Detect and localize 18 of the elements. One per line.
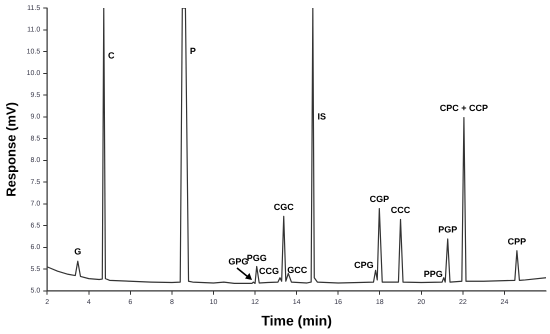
annotation: CPP: [508, 236, 526, 246]
x-axis-title: Time (min): [261, 312, 332, 328]
annotation: P: [190, 46, 196, 56]
annotation: CCC: [390, 204, 411, 215]
annotation: CCG: [258, 266, 279, 276]
annotation: GPG: [228, 256, 248, 267]
annotation: PGP: [438, 224, 458, 235]
annotation: PPG: [424, 269, 443, 280]
annotation: CPC + CCP: [440, 103, 488, 114]
annotation: PGG: [246, 252, 267, 263]
y-axis-title: Response (mV): [3, 102, 18, 197]
annotation: CGC: [274, 202, 294, 212]
annotation: C: [108, 50, 115, 60]
annotation: GCC: [287, 264, 308, 275]
annotation: IS: [317, 111, 326, 122]
annotation: CGP: [370, 194, 390, 204]
annotation: CPG: [354, 260, 374, 270]
annotation: G: [74, 246, 82, 257]
